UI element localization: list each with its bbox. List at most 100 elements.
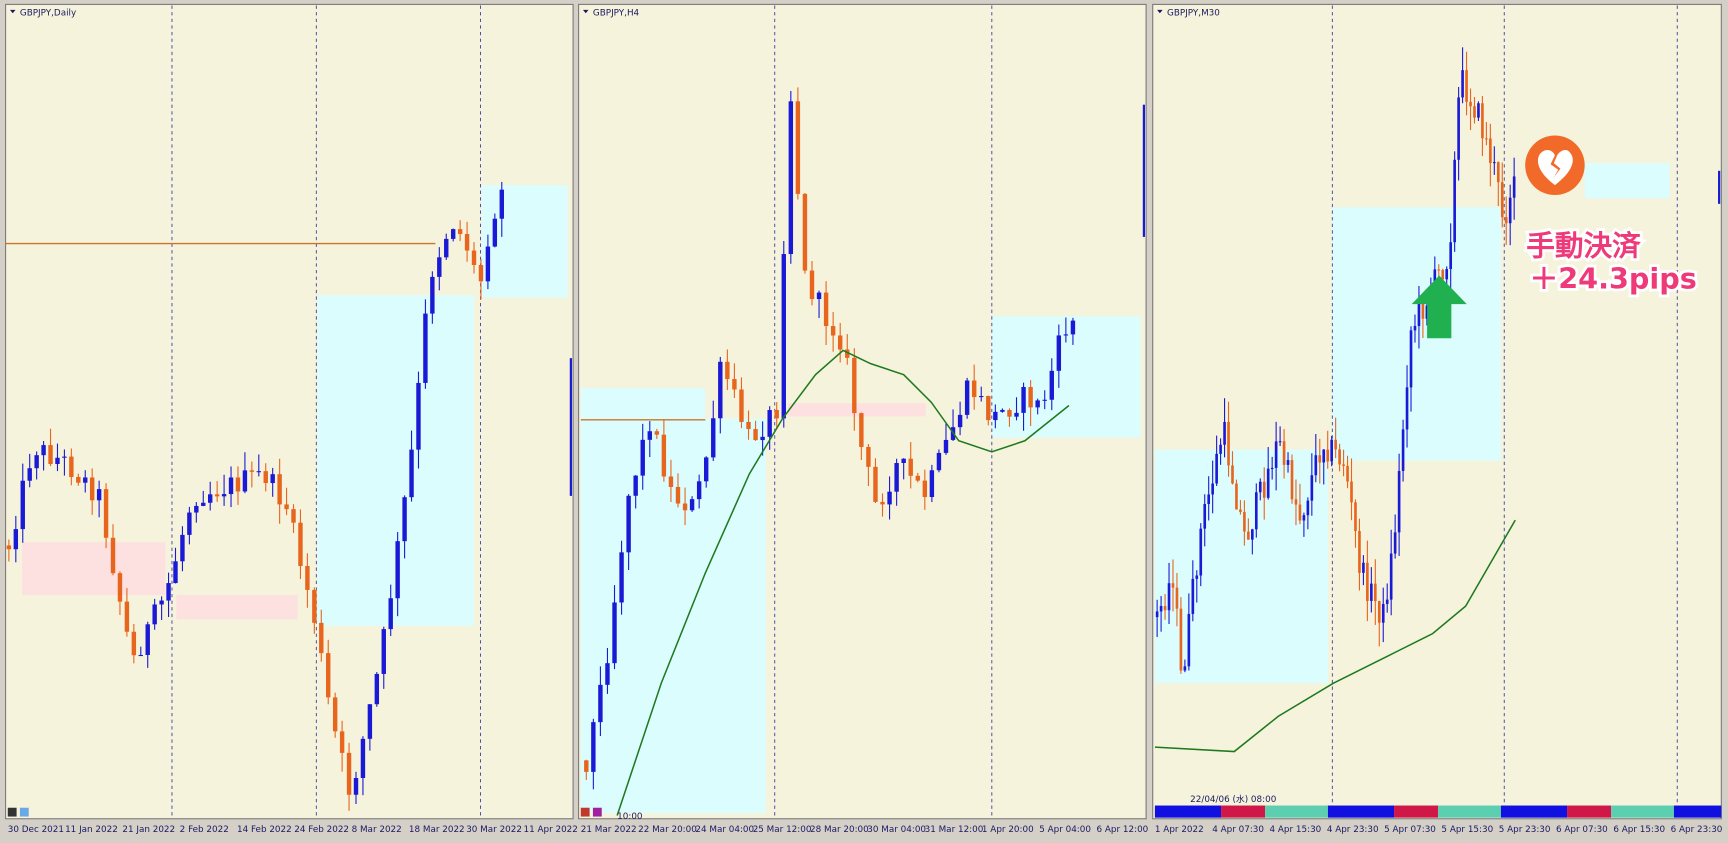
candle: [1334, 439, 1337, 450]
candle: [852, 357, 857, 414]
title-arrow: [9, 9, 16, 14]
x-axis-label: 21 Jan 2022: [122, 825, 175, 835]
x-axis-label: 4 Apr 15:30: [1270, 825, 1322, 835]
candle: [1294, 499, 1298, 505]
x-axis-label: 5 Apr 07:30: [1384, 825, 1436, 835]
x-axis-label: 24 Mar 04:00: [695, 825, 754, 835]
moving-average: [1154, 519, 1516, 753]
candle: [263, 471, 268, 484]
candle: [873, 466, 878, 502]
candle: [214, 494, 220, 497]
candle: [444, 238, 449, 258]
candle: [788, 101, 794, 255]
candle: [1219, 444, 1222, 454]
x-axis-label: 30 Mar 04:00: [867, 825, 926, 835]
candle: [696, 481, 702, 500]
x-axis-label: 1 Apr 20:00: [982, 825, 1034, 835]
x-axis-label: 11 Apr 2022: [523, 825, 577, 835]
time-label: 10:00: [617, 812, 643, 822]
candle: [1453, 159, 1456, 243]
session-bar: [1327, 805, 1395, 818]
candle: [437, 257, 442, 277]
session-bar: [1221, 805, 1266, 818]
x-axis-label: 6 Apr 07:30: [1556, 825, 1608, 835]
candle: [103, 489, 109, 538]
candle: [1298, 504, 1302, 521]
candle: [1042, 399, 1047, 401]
candle: [166, 583, 171, 601]
candle: [1302, 515, 1306, 521]
candle: [746, 421, 751, 430]
candle: [83, 477, 88, 483]
candle: [367, 704, 373, 739]
candle: [76, 476, 81, 483]
zone-box: [787, 403, 926, 417]
candle: [62, 456, 67, 458]
candle: [423, 313, 428, 383]
candle: [1175, 587, 1179, 609]
x-axis-label: 6 Apr 15:30: [1613, 825, 1665, 835]
candle: [1362, 562, 1365, 573]
chart-title: GBPJPY,Daily: [20, 8, 76, 18]
candle: [1421, 302, 1425, 319]
candle: [1274, 441, 1278, 468]
candle: [880, 501, 885, 505]
candle: [1322, 449, 1326, 463]
candle: [1354, 502, 1357, 532]
chart-window: GBPJPY,M30 1 Apr 2022 4 Apr 07:30 4 Apr 15:…: [1152, 3, 1723, 835]
candle: [725, 361, 730, 380]
candle: [598, 684, 603, 723]
x-axis-label: 11 Jan 2022: [65, 825, 118, 835]
candle: [360, 738, 366, 778]
candle: [1035, 400, 1040, 408]
candle: [1195, 575, 1199, 579]
candle: [1231, 465, 1234, 484]
candle: [180, 534, 185, 562]
candle: [485, 246, 491, 282]
candle: [1049, 370, 1054, 400]
candle: [187, 512, 192, 535]
candle: [1389, 553, 1393, 600]
x-axis-label: 30 Mar 2022: [466, 825, 522, 835]
candle: [1215, 453, 1218, 484]
x-axis-label: 18 Mar 2022: [409, 825, 465, 835]
session-bar: [1154, 805, 1222, 818]
candle: [1258, 481, 1262, 493]
exit-icon-heart: [1537, 149, 1573, 186]
candle: [1063, 334, 1069, 336]
candle: [647, 431, 652, 440]
candle: [1262, 481, 1266, 498]
candle: [993, 411, 998, 421]
candle: [1203, 504, 1207, 529]
candle: [1477, 103, 1480, 118]
candle: [48, 445, 53, 465]
candle: [1223, 421, 1226, 445]
title-arrow: [583, 9, 589, 14]
candle: [1179, 608, 1183, 671]
candle: [1473, 106, 1476, 118]
session-bar: [1567, 805, 1612, 818]
window-icon: [592, 807, 602, 817]
candle: [69, 456, 74, 477]
candle: [159, 600, 164, 605]
candle: [1239, 509, 1242, 512]
candle: [110, 537, 116, 574]
candle: [1342, 464, 1345, 466]
candle: [1187, 613, 1191, 667]
candle: [1512, 176, 1516, 198]
candle: [1159, 606, 1163, 612]
annotation-line2: ＋24.3pips: [1530, 262, 1697, 296]
candle: [971, 380, 977, 398]
candle: [1492, 162, 1496, 164]
candle: [270, 474, 275, 484]
candle: [774, 410, 779, 419]
candle: [957, 414, 963, 428]
zone-box: [1584, 163, 1670, 199]
window-icon: [19, 807, 29, 817]
candle: [605, 663, 610, 685]
zone-box: [580, 418, 766, 814]
candle: [908, 458, 913, 476]
candle: [1500, 182, 1504, 218]
candle: [201, 502, 206, 506]
x-axis-label: 8 Mar 2022: [352, 825, 402, 835]
